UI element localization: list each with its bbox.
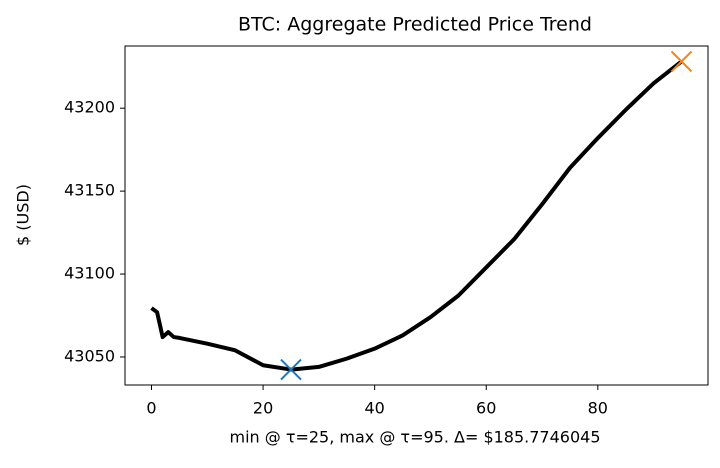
x-tick-label: 60	[476, 399, 496, 418]
y-tick-label: 43200	[64, 98, 115, 117]
plot-frame	[124, 45, 709, 386]
price-line	[150, 59, 683, 372]
x-tick-label: 0	[146, 399, 156, 418]
extreme-marker	[280, 358, 302, 381]
x-tick-label: 80	[588, 399, 608, 418]
y-tick-label: 43050	[64, 346, 115, 365]
chart-title: BTC: Aggregate Predicted Price Trend	[238, 14, 592, 36]
y-tick-label: 43150	[64, 181, 115, 200]
x-axis-label: min @ τ=25, max @ τ=95. Δ= $185.7746045	[229, 428, 600, 447]
x-tick-label: 40	[364, 399, 384, 418]
extreme-marker	[670, 50, 693, 73]
y-axis-label: $ (USD)	[14, 184, 33, 246]
y-tick-label: 43100	[64, 264, 115, 283]
x-tick-label: 20	[253, 399, 273, 418]
